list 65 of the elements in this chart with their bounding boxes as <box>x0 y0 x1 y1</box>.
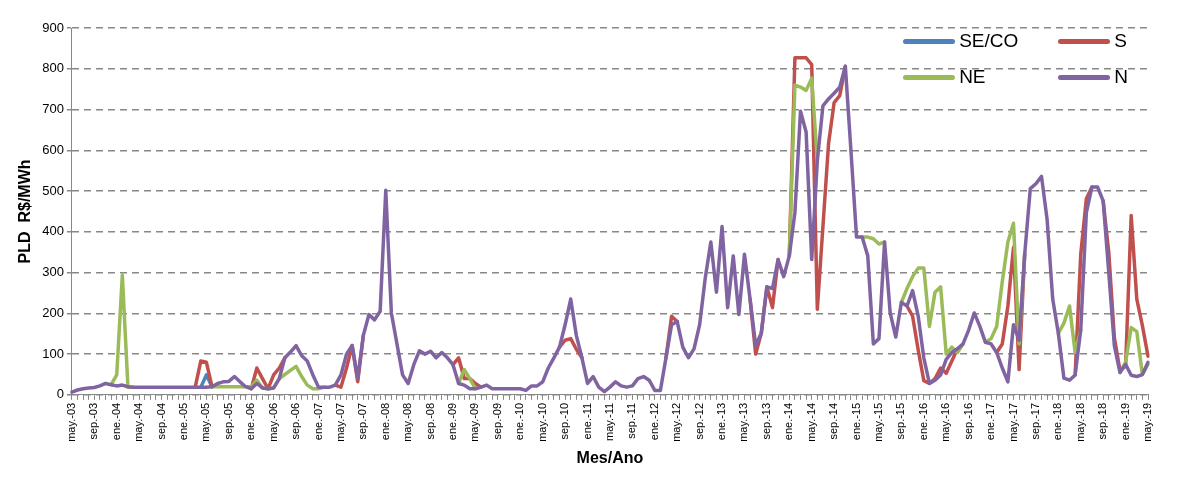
x-tick-label: sep.-16 <box>961 402 974 440</box>
x-tick-label: may.-03 <box>64 402 77 442</box>
x-tick-label: may.-06 <box>266 402 279 442</box>
y-tick-label: 700 <box>42 101 64 117</box>
y-tick-label: 900 <box>42 19 64 35</box>
x-tick-label: ene.-08 <box>378 402 391 441</box>
x-tick-label: sep.-11 <box>625 402 638 439</box>
x-tick-label: sep.-17 <box>1028 402 1041 440</box>
x-tick-label: may.-08 <box>401 402 414 442</box>
x-tick-label: may.-17 <box>1006 402 1019 442</box>
x-tick-label: may.-19 <box>1141 402 1154 442</box>
y-tick-label: 0 <box>56 386 64 402</box>
x-axis-title: Mes/Ano <box>576 448 644 466</box>
x-tick-label: sep.-08 <box>423 402 436 440</box>
y-tick-label: 400 <box>42 223 64 239</box>
x-tick-label: sep.-12 <box>692 402 705 440</box>
x-tick-label: may.-13 <box>737 402 750 442</box>
legend-label: SE/CO <box>959 30 1019 52</box>
x-tick-label: sep.-18 <box>1096 402 1109 440</box>
y-tick-label: 300 <box>42 264 64 280</box>
x-tick-label: may.-10 <box>535 402 548 442</box>
x-tick-label: ene.-17 <box>984 402 997 441</box>
x-tick-label: sep.-14 <box>827 402 840 440</box>
x-tick-label: sep.-04 <box>154 402 167 440</box>
x-tick-label: ene.-18 <box>1051 402 1064 441</box>
x-tick-label: may.-18 <box>1073 402 1086 442</box>
x-tick-label: may.-07 <box>333 402 346 442</box>
legend-label: N <box>1114 66 1128 88</box>
x-tick-label: ene.-11 <box>580 402 593 440</box>
y-tick-label: 500 <box>42 182 64 198</box>
x-tick-label: ene.-12 <box>647 402 660 441</box>
x-tick-label: ene.-16 <box>916 402 929 441</box>
x-tick-label: ene.-19 <box>1118 402 1131 441</box>
x-tick-label: ene.-10 <box>513 402 526 441</box>
legend-label: NE <box>959 66 986 88</box>
x-tick-label: sep.-09 <box>490 402 503 440</box>
x-tick-label: may.-09 <box>468 402 481 442</box>
y-tick-label: 600 <box>42 141 64 157</box>
x-tick-label: may.-04 <box>132 402 145 442</box>
x-tick-label: may.-12 <box>670 402 683 442</box>
x-tick-label: may.-16 <box>939 402 952 442</box>
x-tick-label: ene.-05 <box>177 402 190 441</box>
x-tick-label: may.-15 <box>872 402 884 442</box>
x-tick-label: may.-05 <box>199 402 212 442</box>
x-tick-label: sep.-15 <box>894 402 907 440</box>
x-tick-label: ene.-06 <box>244 402 257 441</box>
x-tick-label: sep.-13 <box>759 402 772 440</box>
y-tick-label: 100 <box>42 345 64 361</box>
y-tick-label: 200 <box>42 304 64 320</box>
x-tick-label: ene.-13 <box>715 402 728 441</box>
y-axis-title: PLD R$/MWh <box>16 159 34 264</box>
x-tick-label: sep.-10 <box>558 402 571 440</box>
x-tick-label: sep.-06 <box>289 402 302 440</box>
x-tick-label: sep.-05 <box>221 402 234 440</box>
x-tick-label: may.-14 <box>804 402 817 442</box>
y-tick-label: 800 <box>42 60 64 76</box>
x-tick-label: ene.-07 <box>311 402 324 441</box>
legend-label: S <box>1114 30 1127 52</box>
x-tick-label: ene.-04 <box>109 402 122 441</box>
x-tick-label: sep.-07 <box>356 402 369 440</box>
x-tick-label: sep.-03 <box>87 402 100 440</box>
x-tick-label: may.-11 <box>602 402 615 441</box>
x-tick-label: ene.-15 <box>849 402 862 441</box>
x-tick-label: ene.-09 <box>446 402 459 441</box>
x-tick-label: ene.-14 <box>782 402 795 441</box>
